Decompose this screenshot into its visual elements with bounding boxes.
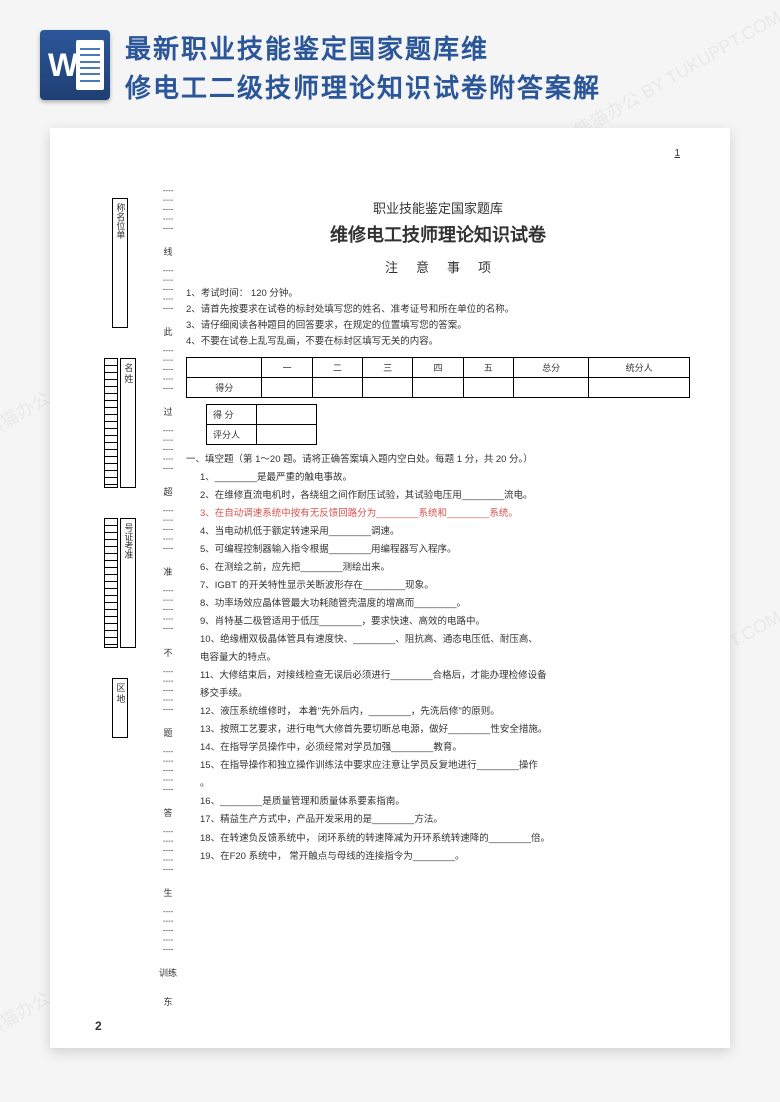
preview-title: 最新职业技能鉴定国家题库维 修电工二级技师理论知识试卷附答案解: [125, 30, 601, 108]
notice-heading: 注意事项: [186, 257, 690, 276]
question: 4、当电动机低于额定转速采用________调速。: [186, 523, 690, 541]
question: 9、肖特基二极管适用于低压________，要求快速、高效的电路中。: [186, 613, 690, 631]
side-box-unit: 称名位单: [112, 198, 129, 328]
question: 17、精益生产方式中，产品开发采用的是________方法。: [186, 811, 690, 829]
question-cont: 移交手续。: [186, 685, 690, 703]
question: 11、大修结束后，对接线检查无误后必须进行________合格后，才能办理检修设…: [186, 667, 690, 685]
question: 19、在F20 系统中， 常开触点与母线的连接指令为________。: [186, 848, 690, 866]
question-cont: 。: [186, 775, 690, 793]
notice-item: 3、请仔细阅读各种题目的回答要求，在规定的位置填写您的答案。: [186, 318, 690, 334]
question: 14、在指导学员操作中，必须经常对学员加强________教育。: [186, 739, 690, 757]
question: 12、液压系统维修时， 本着"先外后内，________，先洗后修"的原则。: [186, 703, 690, 721]
question: 1、________是最严重的触电事故。: [186, 469, 690, 487]
word-doc-icon: [40, 30, 110, 100]
header: 最新职业技能鉴定国家题库维 修电工二级技师理论知识试卷附答案解: [0, 0, 780, 118]
question: 8、功率场效应晶体管最大功耗随管壳温度的增高而________。: [186, 595, 690, 613]
question: 18、在转速负反馈系统中， 闭环系统的转速降减为开环系统转速降的________…: [186, 830, 690, 848]
side-box-examid: 号证考准: [120, 518, 137, 648]
question: 6、在测绘之前，应先把________测绘出来。: [186, 559, 690, 577]
exam-content: 职业技能鉴定国家题库 维修电工技师理论知识试卷 注意事项 1、考试时间： 120…: [186, 168, 690, 1008]
notice-list: 1、考试时间： 120 分钟。 2、请首先按要求在试卷的标封处填写您的姓名、准考…: [186, 286, 690, 351]
side-hatch: [104, 358, 118, 488]
document-wrapper: 1 2 称名位单 名 姓 号证考准: [0, 118, 780, 1078]
question: 7、IGBT 的开关特性显示关断波形存在________现象。: [186, 577, 690, 595]
title-line-2: 修电工二级技师理论知识试卷附答案解: [125, 69, 601, 108]
exam-main-title: 维修电工技师理论知识试卷: [186, 221, 690, 247]
side-box-region: 区 地: [112, 678, 129, 738]
binding-side-column: 称名位单 名 姓 号证考准 区 地: [90, 168, 150, 1008]
side-hatch: [104, 518, 118, 648]
side-box-name: 名 姓: [120, 358, 137, 488]
question: 10、绝缘栅双极晶体管具有速度快、________、阻抗高、通态电压低、耐压高、: [186, 631, 690, 649]
question-list: 1、________是最严重的触电事故。 2、在维修直流电机时，各绕组之间作耐压…: [186, 469, 690, 866]
document-page: 1 2 称名位单 名 姓 号证考准: [50, 128, 730, 1048]
notice-item: 4、不要在试卷上乱写乱画，不要在标封区填写无关的内容。: [186, 334, 690, 350]
score-summary-table: 一 二 三 四 五 总分 统分人 得分: [186, 357, 690, 398]
page-number-top: 1: [674, 148, 680, 159]
question: 15、在指导操作和独立操作训练法中要求应注意让学员反复地进行________操作: [186, 757, 690, 775]
title-line-1: 最新职业技能鉴定国家题库维: [125, 30, 601, 69]
section-score-table: 得 分 评分人: [206, 404, 317, 445]
question-highlighted: 3、在自动调速系统中按有无反馈回路分为________系统和________系统…: [186, 505, 690, 523]
table-row: 一 二 三 四 五 总分 统分人: [187, 357, 690, 377]
section-1-title: 一、填空题（第 1～20 题。请将正确答案填入题内空白处。每题 1 分，共 20…: [186, 451, 690, 465]
question: 13、按照工艺要求，进行电气大修首先要切断总电源，做好________性安全措施…: [186, 721, 690, 739]
question: 5、可编程控制器输入指令根据________用编程器写入程序。: [186, 541, 690, 559]
notice-item: 2、请首先按要求在试卷的标封处填写您的姓名、准考证号和所在单位的名称。: [186, 302, 690, 318]
question: 16、________是质量管理和质量体系要素指南。: [186, 793, 690, 811]
notice-item: 1、考试时间： 120 分钟。: [186, 286, 690, 302]
fold-line-column: ┊┊┊┊┊ 线 ┊┊┊┊┊ 此 ┊┊┊┊┊ 过 ┊┊┊┊┊ 超 ┊┊┊┊┊ 准 …: [158, 168, 178, 1008]
exam-subtitle: 职业技能鉴定国家题库: [186, 198, 690, 217]
page-number-bottom: 2: [95, 1019, 102, 1033]
table-row: 得分: [187, 377, 690, 397]
question: 2、在维修直流电机时，各绕组之间作耐压试验，其试验电压用________流电。: [186, 487, 690, 505]
question-cont: 电容量大的特点。: [186, 649, 690, 667]
